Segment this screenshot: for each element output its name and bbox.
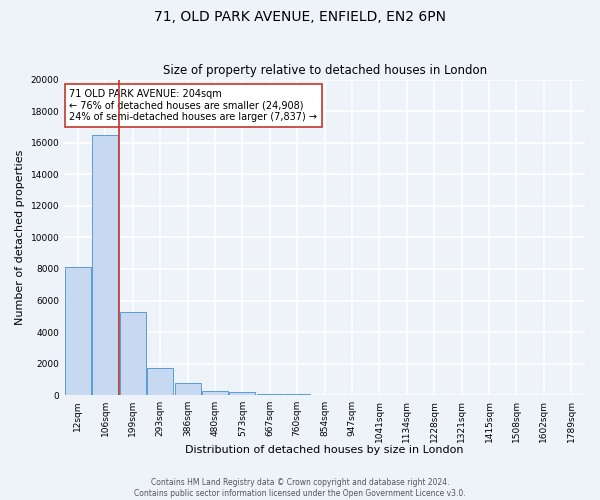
Text: Contains HM Land Registry data © Crown copyright and database right 2024.
Contai: Contains HM Land Registry data © Crown c… (134, 478, 466, 498)
Title: Size of property relative to detached houses in London: Size of property relative to detached ho… (163, 64, 487, 77)
Y-axis label: Number of detached properties: Number of detached properties (15, 150, 25, 325)
Bar (119, 312, 146, 395)
Bar (65, 268, 91, 395)
Text: 71 OLD PARK AVENUE: 204sqm
← 76% of detached houses are smaller (24,908)
24% of : 71 OLD PARK AVENUE: 204sqm ← 76% of deta… (70, 89, 317, 122)
Bar (92, 135, 118, 395)
Bar (257, 394, 283, 395)
Bar (229, 392, 256, 395)
Text: 71, OLD PARK AVENUE, ENFIELD, EN2 6PN: 71, OLD PARK AVENUE, ENFIELD, EN2 6PN (154, 10, 446, 24)
Bar (284, 394, 310, 395)
Bar (202, 391, 228, 395)
Bar (147, 368, 173, 395)
X-axis label: Distribution of detached houses by size in London: Distribution of detached houses by size … (185, 445, 464, 455)
Bar (175, 382, 200, 395)
